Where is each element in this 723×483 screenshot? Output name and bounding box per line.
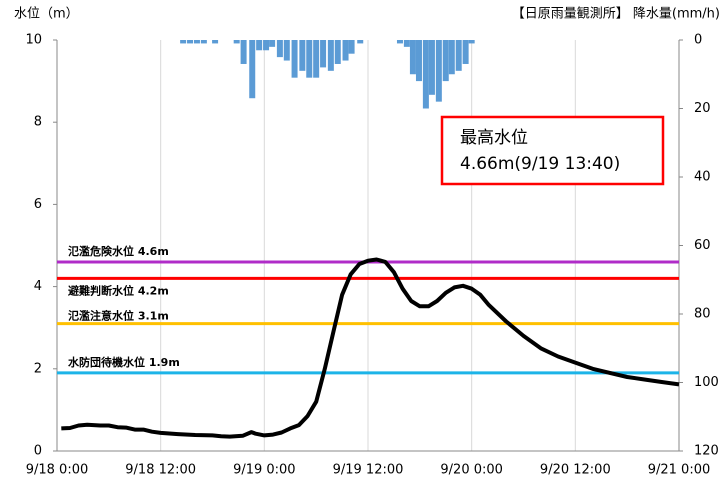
y2-tick-label: 20 [694, 101, 711, 116]
y-tick-label: 8 [34, 115, 42, 130]
y-tick-label: 6 [34, 197, 42, 212]
rain-bar [357, 40, 364, 44]
rain-bar [313, 40, 320, 78]
x-tick-label: 9/20 0:00 [440, 463, 503, 478]
x-tick-label: 9/21 0:00 [648, 463, 711, 478]
y-tick-label: 2 [34, 361, 42, 376]
x-tick-label: 9/18 12:00 [125, 463, 196, 478]
rain-bar [306, 40, 313, 78]
rain-bar [448, 40, 455, 75]
reference-label: 氾濫危険水位 4.6m [68, 244, 169, 258]
rain-bar [348, 40, 355, 54]
annotation-box [440, 115, 665, 186]
y-tick-label: 4 [34, 279, 42, 294]
rain-bar [212, 40, 219, 44]
rain-bar [291, 40, 298, 78]
x-tick-label: 9/19 12:00 [333, 463, 404, 478]
rain-bar [442, 40, 449, 82]
y2-tick-label: 80 [694, 307, 711, 322]
rain-bar [428, 40, 435, 95]
rain-bar [263, 40, 270, 51]
rain-bar [320, 40, 327, 68]
y2-tick-label: 100 [694, 375, 719, 390]
y-axis-label: 水位（m） [14, 7, 79, 22]
rain-bar [455, 40, 462, 71]
rain-bar [396, 40, 403, 44]
y2-tick-label: 60 [694, 238, 711, 253]
rain-bar [240, 40, 247, 64]
x-tick-label: 9/19 0:00 [233, 463, 296, 478]
x-tick-label: 9/18 0:00 [26, 463, 89, 478]
rain-bar [180, 40, 187, 44]
y2-axis-label: 【日原雨量観測所】 降水量(mm/h) [512, 7, 720, 22]
rain-bar [415, 40, 422, 82]
annotation-text: 4.66m(9/19 13:40) [460, 154, 620, 174]
rain-bar [256, 40, 263, 51]
x-tick-label: 9/20 12:00 [540, 463, 611, 478]
annotation-text: 最高水位 [460, 128, 528, 148]
rain-bar [283, 40, 290, 61]
rain-bar [269, 40, 276, 47]
y-tick-label: 10 [25, 33, 42, 48]
rain-bar [468, 40, 475, 44]
rain-bar [276, 40, 283, 58]
rain-bar [462, 40, 469, 64]
water-level-line [61, 257, 680, 439]
rain-bar [409, 40, 416, 75]
rain-bar [233, 40, 240, 44]
rain-bar [422, 40, 429, 109]
reference-label: 水防団待機水位 1.9m [68, 355, 180, 369]
rain-bar [249, 40, 256, 99]
rain-bar [200, 40, 207, 44]
rain-bar [327, 40, 334, 71]
rain-bar [187, 40, 194, 44]
reference-label: 避難判断水位 4.2m [68, 283, 169, 297]
rain-bar [403, 40, 410, 47]
y2-tick-label: 40 [694, 170, 711, 185]
y2-tick-label: 0 [694, 33, 702, 48]
rain-bar [334, 40, 341, 64]
reference-label: 氾濫注意水位 3.1m [68, 309, 169, 323]
rain-bar [193, 40, 200, 44]
rain-bar [299, 40, 306, 71]
y-tick-label: 0 [34, 444, 42, 459]
rain-bar [342, 40, 349, 61]
rain-bar [435, 40, 442, 102]
y2-tick-label: 120 [694, 444, 719, 459]
